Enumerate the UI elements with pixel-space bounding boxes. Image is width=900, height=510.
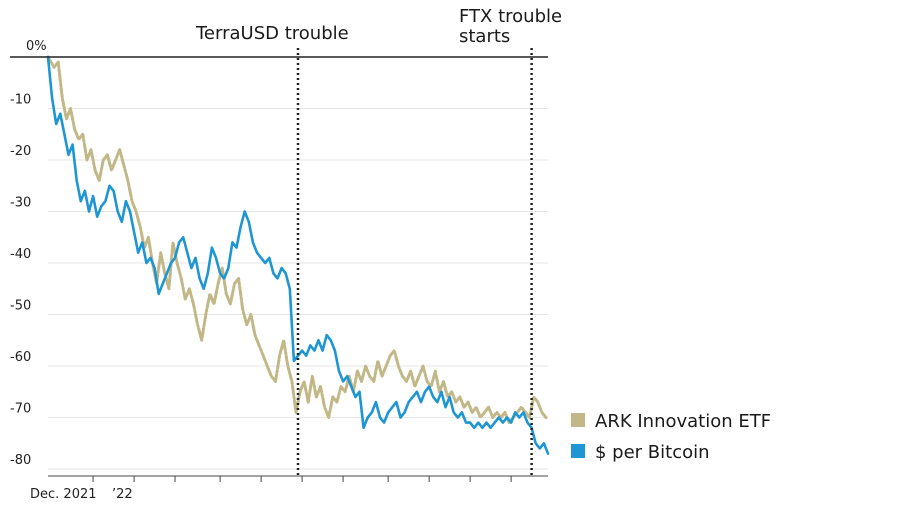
- y-tick-label-60: -60: [10, 350, 31, 365]
- legend-swatch-ark: [571, 413, 585, 427]
- series-line-per-bitcoin: [46, 55, 550, 455]
- series-group-ark: [46, 55, 548, 425]
- y-tick-label-50: -50: [10, 299, 31, 314]
- x-label-dec-2021: Dec. 2021: [30, 487, 97, 502]
- y-tick-label-30: -30: [10, 196, 31, 211]
- series-line-ark-innovation-etf: [46, 55, 548, 425]
- legend-label-bitcoin: $ per Bitcoin: [595, 442, 710, 463]
- y-tick-label-10: -10: [10, 93, 31, 108]
- annotation-ftx-line2: starts: [459, 26, 510, 47]
- legend-swatch-bitcoin: [571, 444, 585, 458]
- legend-label-ark: ARK Innovation ETF: [595, 411, 771, 432]
- y-tick-label-0: 0%: [26, 39, 47, 54]
- annotation-ftx-line1: FTX trouble: [459, 6, 562, 27]
- y-tick-label-80: -80: [10, 453, 31, 468]
- annotation-lines: [296, 48, 533, 476]
- y-tick-label-70: -70: [10, 402, 31, 417]
- y-tick-label-20: -20: [10, 144, 31, 159]
- series-group-bitcoin: [46, 55, 550, 455]
- y-tick-label-40: -40: [10, 247, 31, 262]
- annotation-terrausd: TerraUSD trouble: [195, 23, 349, 44]
- axes: [10, 56, 548, 482]
- x-label-22: ’22: [112, 487, 133, 502]
